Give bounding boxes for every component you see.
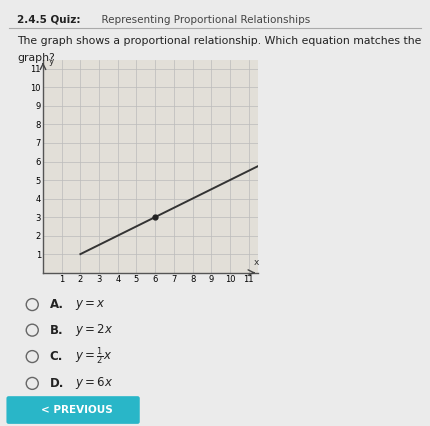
Text: $y = x$: $y = x$ (75, 298, 106, 311)
Text: D.: D. (49, 377, 64, 390)
Text: The graph shows a proportional relationship. Which equation matches the: The graph shows a proportional relations… (17, 36, 421, 46)
Text: x: x (253, 258, 259, 267)
Text: $y = \frac{1}{2}x$: $y = \frac{1}{2}x$ (75, 346, 113, 367)
Text: $y = 6x$: $y = 6x$ (75, 375, 114, 391)
Text: Representing Proportional Relationships: Representing Proportional Relationships (95, 15, 310, 25)
Text: y: y (49, 57, 54, 66)
Text: A.: A. (49, 298, 64, 311)
Text: B.: B. (49, 324, 63, 337)
Text: $y = 2x$: $y = 2x$ (75, 322, 114, 338)
Text: < PREVIOUS: < PREVIOUS (41, 405, 113, 415)
Text: graph?: graph? (17, 53, 55, 63)
Text: C.: C. (49, 350, 63, 363)
Text: 2.4.5 Quiz:: 2.4.5 Quiz: (17, 15, 81, 25)
